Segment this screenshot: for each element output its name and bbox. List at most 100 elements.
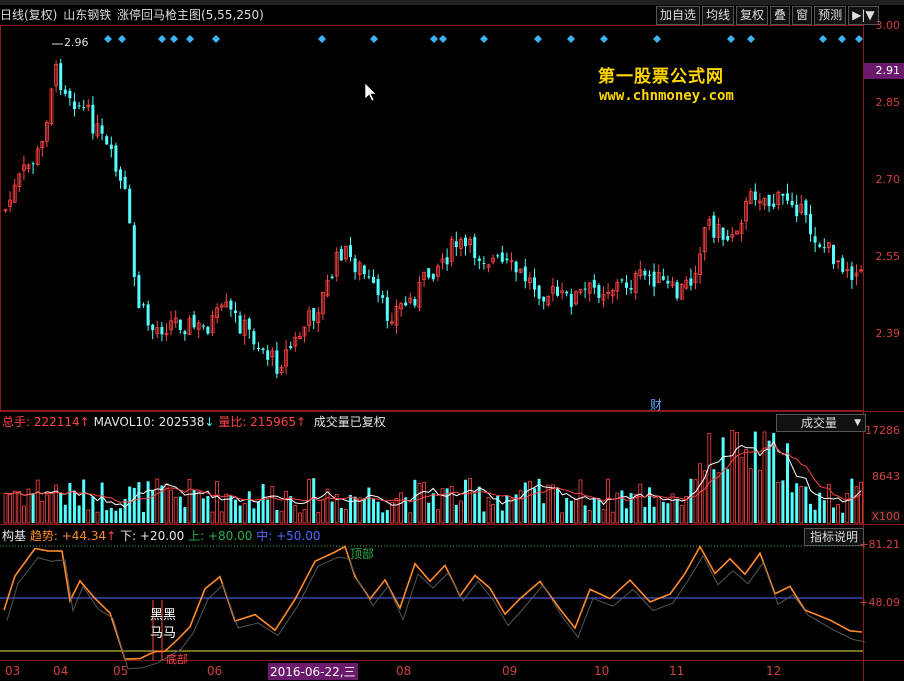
price-axis: 3.00 2.85 2.70 2.55 2.39 [864,18,904,408]
candle-body [422,271,427,280]
candle-body [809,213,812,235]
volume-bar [509,498,514,524]
candle-body [353,258,357,273]
candle-body [753,191,757,201]
volume-ma-lines [5,440,862,508]
candle-body [35,148,40,166]
restore-rights-button[interactable]: 复权 [736,6,769,25]
volume-bar [372,499,375,523]
candle-body [587,282,592,294]
volume-bar [836,504,840,524]
candle-body [569,293,573,307]
volume-bar [781,480,785,523]
candle-body [77,105,81,107]
period-label[interactable]: 日线(复权) [0,8,58,22]
volume-indicator-select[interactable]: 成交量 ▼ [776,414,866,432]
date-tick: 03 [5,664,21,678]
candle-body [592,279,596,288]
volume-select-value: 成交量 [801,416,838,430]
candle-body [132,225,136,277]
candle-body [666,280,670,284]
volume-ma10-line [5,443,862,503]
window-button[interactable]: 窗 [792,6,813,25]
candle-body [73,101,76,110]
volume-bar [445,488,449,523]
candle-body [679,284,684,300]
candle-body [307,310,312,326]
candle-body [758,200,762,204]
candle-body [675,282,679,299]
candle-body [482,263,486,265]
volume-bar [739,457,744,524]
add-favorite-button[interactable]: 加自选 [656,6,701,25]
candle-body [234,310,237,314]
candle-body [413,299,417,306]
overlay-button[interactable]: 叠 [770,6,791,25]
candle-body [781,193,785,196]
navigate-button[interactable]: ▶|▼ [848,6,879,25]
forecast-button[interactable]: 预测 [814,6,847,25]
candle-body [748,191,753,204]
volume-bar [813,509,817,523]
candle-body [284,349,289,367]
volume-bar [684,495,689,524]
candle-body [445,257,449,265]
signal-marker-icon [186,35,194,43]
volume-bar [26,488,31,524]
candle-body [385,297,389,321]
candle-body [533,277,536,290]
candle-body [542,296,546,302]
volume-bar [229,495,233,523]
cursor-date: 2016-06-22,三 [268,663,358,680]
volume-bar [758,469,762,524]
volume-bar [160,485,164,523]
signal-marker-icon [747,35,755,43]
candle-body [270,350,275,358]
volume-bar [408,512,413,524]
volume-bar [77,505,81,523]
volume-bar [266,499,270,523]
indicator-tick: +81.21 [859,538,900,551]
indicator-explain-button[interactable]: 指标说明 [804,528,864,546]
volume-bar [786,443,789,523]
candle-body [716,223,721,238]
volume-bar [210,511,215,524]
candle-body [574,291,578,305]
signal-marker-icon [212,35,220,43]
candle-body [786,193,789,201]
candle-body [551,286,555,294]
stock-name[interactable]: 山东钢铁 [63,8,112,22]
candle-body [183,331,187,335]
candle-body [40,141,45,149]
candle-body [206,326,210,334]
finance-event-marker[interactable]: 财 [650,398,663,412]
volume-bar [648,487,651,523]
candle-body [381,295,385,298]
volume-bar [643,506,647,523]
volume-bar [100,482,104,523]
indicator-name[interactable]: 涨停回马枪主图(5,55,250) [117,8,264,22]
date-tick: 10 [594,664,610,678]
volume-tick: 8643 [872,470,900,483]
candle-body [312,308,316,321]
candle-body [804,200,808,216]
volume-bar [827,484,831,524]
candle-body [854,272,859,277]
candle-body [583,288,587,290]
volume-bar [201,498,205,523]
candle-body [82,107,86,109]
volume-bar [565,497,569,523]
candle-body [146,304,150,326]
volume-bar [583,505,587,523]
lower-line-value: 下: +20.00 [120,529,185,543]
signal-marker-icon [534,35,542,43]
volume-bar [735,431,739,524]
candle-body [827,242,831,248]
candle-body [454,241,458,248]
moving-average-button[interactable]: 均线 [702,6,735,25]
volume-bar [633,493,638,524]
candle-body [565,291,569,294]
volume-bar [822,500,826,523]
volume-bar [587,510,592,524]
